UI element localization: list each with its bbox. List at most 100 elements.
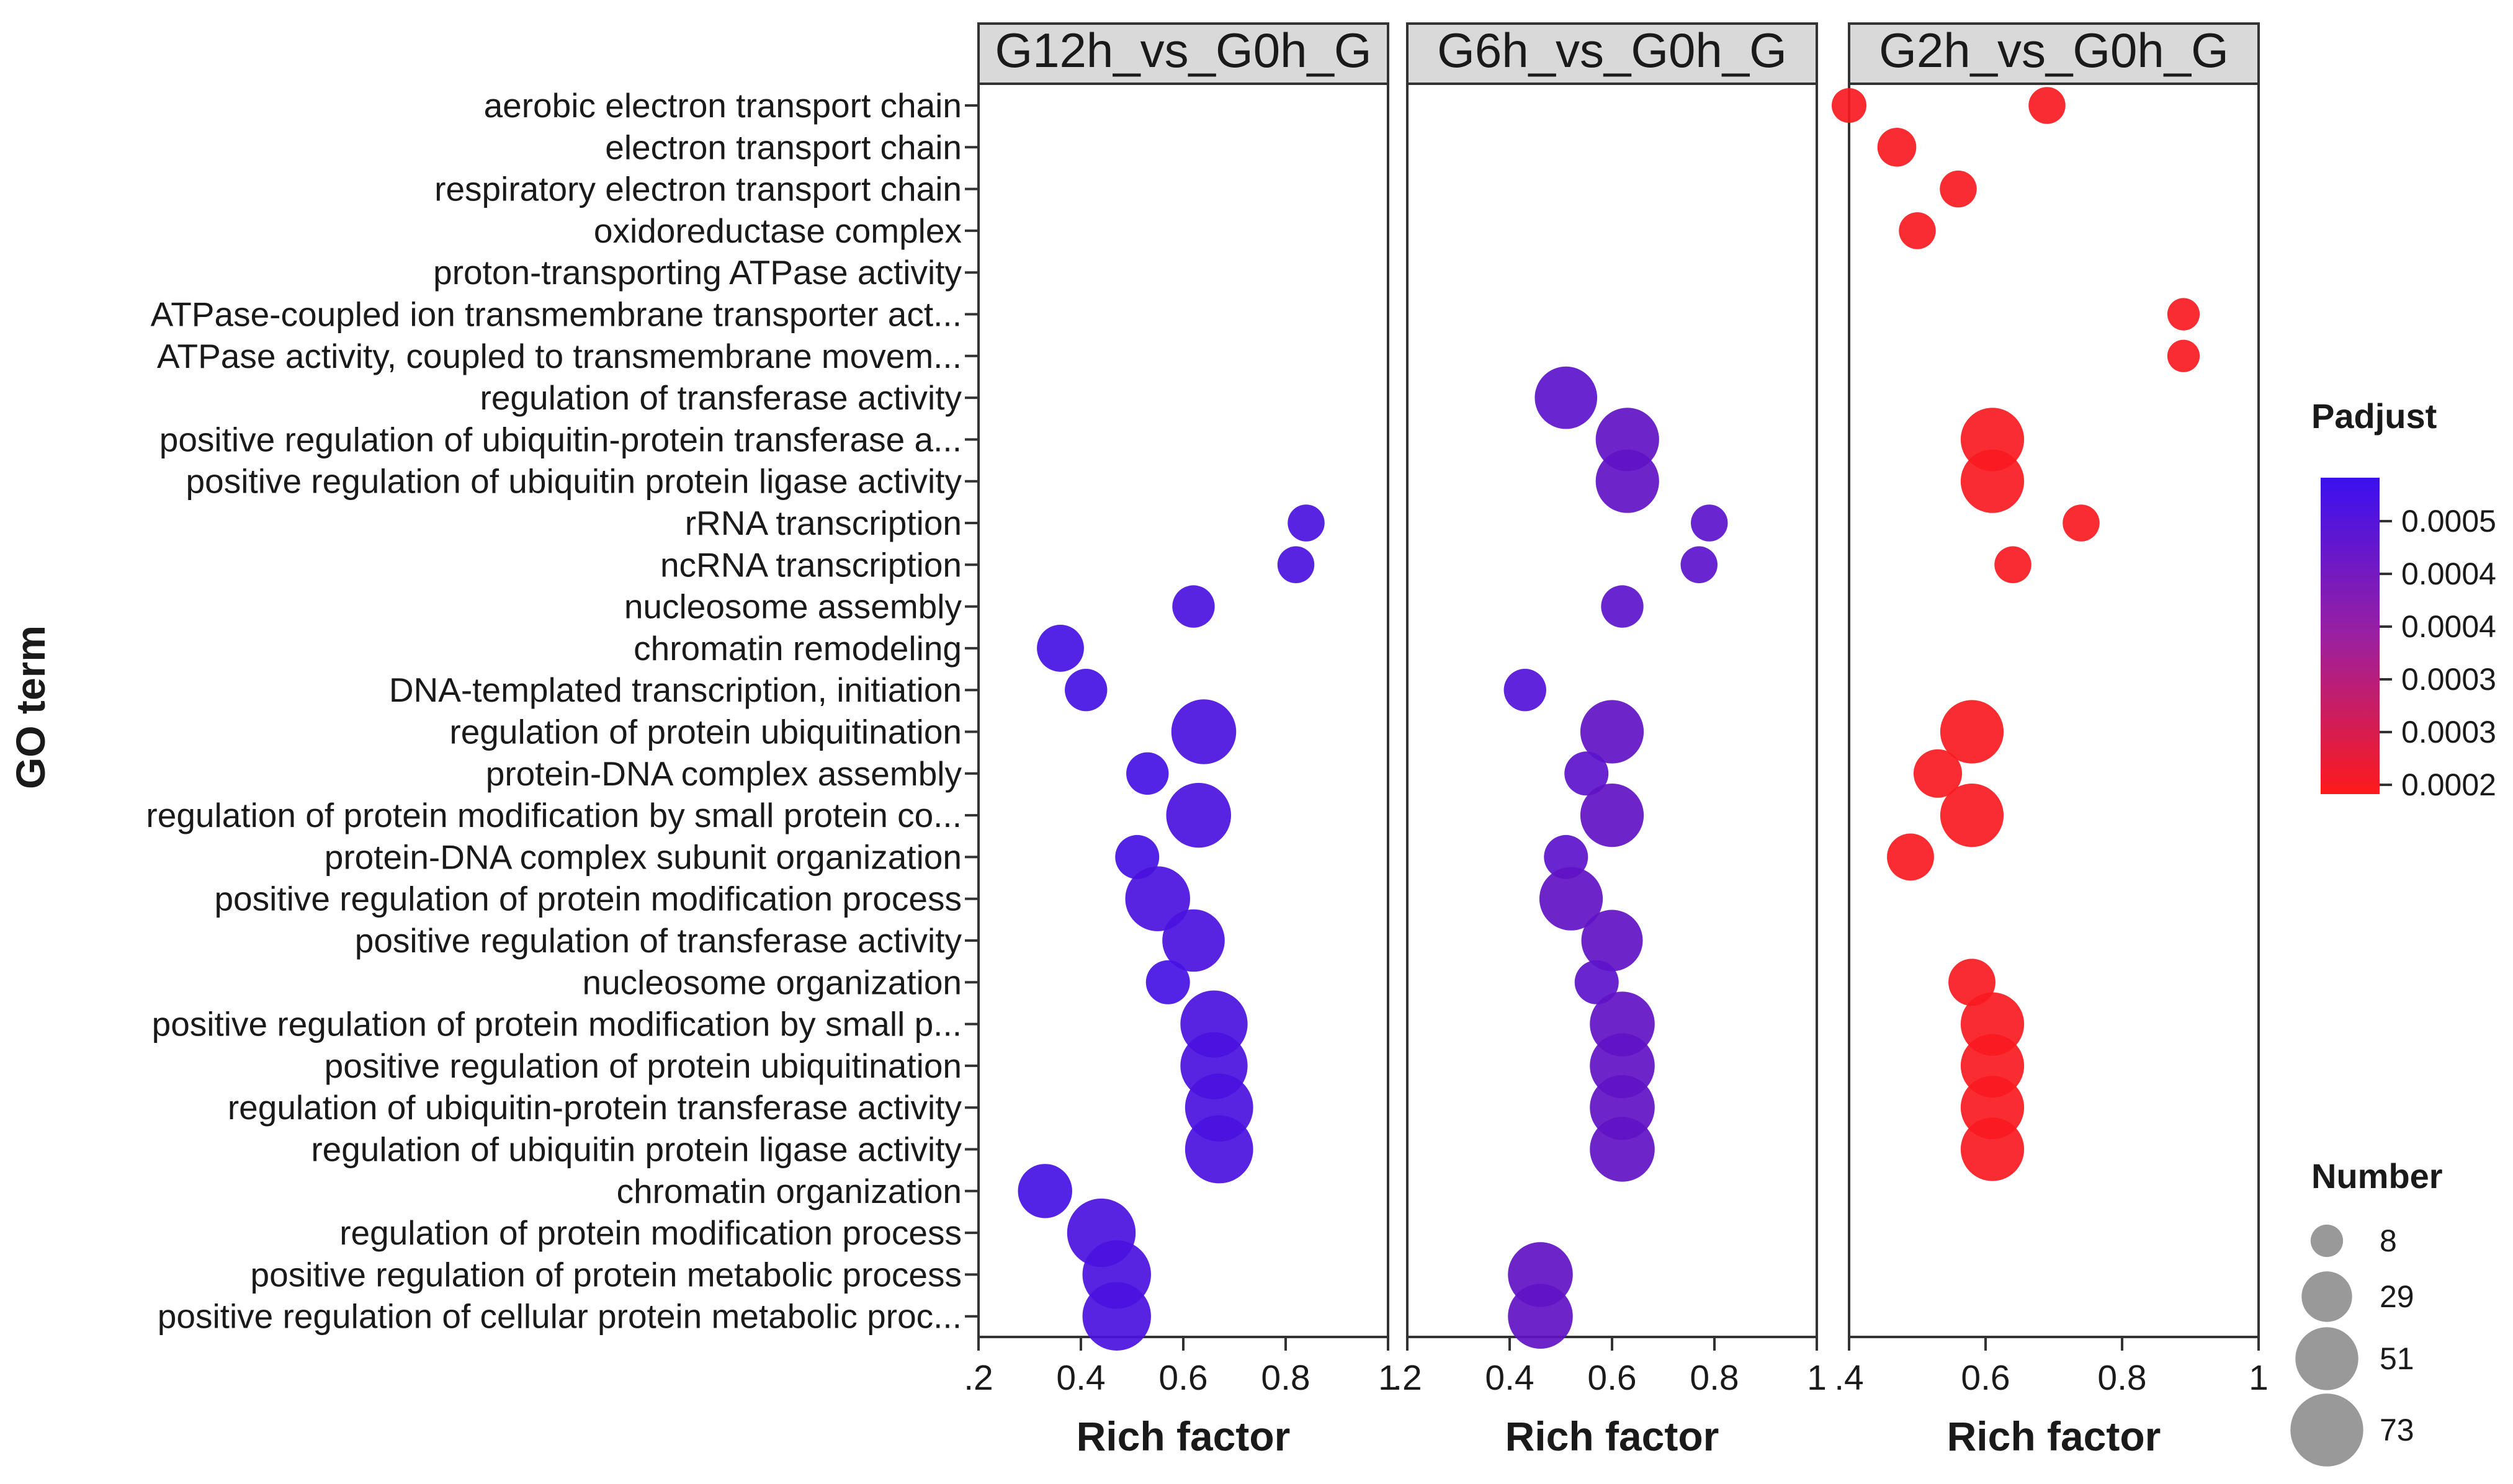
- term-label: positive regulation of cellular protein …: [158, 1297, 962, 1336]
- data-point: [1145, 960, 1190, 1004]
- data-point: [1940, 700, 2004, 764]
- data-point: [1960, 1117, 2025, 1181]
- data-point: [1574, 960, 1619, 1004]
- data-point: [2063, 504, 2100, 542]
- x-tick-label: 0.6: [1961, 1358, 2010, 1398]
- x-axis-title: Rich factor: [1947, 1413, 2161, 1459]
- x-tick-label: 0.8: [2097, 1358, 2146, 1398]
- x-tick-label: 0.8: [1690, 1358, 1739, 1398]
- term-label: regulation of transferase activity: [480, 378, 962, 417]
- x-axis-title: Rich factor: [1505, 1413, 1719, 1459]
- term-label: rRNA transcription: [685, 504, 962, 542]
- data-point: [1171, 699, 1237, 764]
- term-label: ATPase activity, coupled to transmembran…: [157, 337, 962, 375]
- x-tick-label: 0.8: [1261, 1358, 1310, 1398]
- data-point: [1288, 504, 1325, 542]
- term-label: nucleosome assembly: [624, 588, 962, 626]
- x-tick-label: 1: [1807, 1358, 1827, 1398]
- data-point: [1162, 909, 1225, 972]
- term-label: protein-DNA complex assembly: [486, 754, 962, 793]
- size-legend-label: 51: [2380, 1341, 2414, 1376]
- data-point: [1018, 1164, 1072, 1218]
- dot-layer: [1018, 87, 2200, 1351]
- term-label: regulation of protein modification by sm…: [146, 796, 962, 834]
- color-legend-label: 0.0003: [2401, 662, 2496, 697]
- x-tick-label: 0.4: [1056, 1358, 1105, 1398]
- term-label: oxidoreductase complex: [594, 212, 962, 250]
- term-label: chromatin organization: [617, 1172, 962, 1210]
- x-tick-label: 0.6: [1587, 1358, 1636, 1398]
- panel-strip-label: G12h_vs_G0h_G: [995, 23, 1371, 78]
- x-tick-label: 1: [2249, 1358, 2269, 1398]
- data-point: [1065, 669, 1108, 712]
- size-legend-circle: [2295, 1327, 2358, 1390]
- term-label: positive regulation of transferase activ…: [355, 921, 962, 960]
- data-point: [1539, 867, 1603, 931]
- term-label: regulation of ubiquitin protein ligase a…: [311, 1130, 962, 1169]
- x-axis-title: Rich factor: [1077, 1413, 1291, 1459]
- panel-strip: [1406, 22, 1818, 85]
- panel-strip-label: G6h_vs_G0h_G: [1437, 23, 1787, 78]
- color-legend-bar: [2321, 478, 2380, 794]
- term-label: proton-transporting ATPase activity: [433, 253, 962, 292]
- data-point: [1185, 1115, 1253, 1184]
- term-label: positive regulation of protein metabolic…: [251, 1255, 962, 1294]
- term-label-layer: aerobic electron transport chainelectron…: [146, 86, 979, 1336]
- panel-frame: [1848, 83, 2260, 1338]
- term-label: regulation of ubiquitin-protein transfer…: [228, 1088, 962, 1127]
- data-point: [1960, 449, 2025, 513]
- color-legend-label: 0.0004: [2401, 556, 2496, 591]
- term-label: aerobic electron transport chain: [484, 86, 962, 125]
- color-legend-label: 0.0004: [2401, 609, 2496, 644]
- data-point: [1125, 866, 1191, 931]
- data-point: [2028, 87, 2066, 124]
- data-point: [1940, 783, 2004, 847]
- term-label: DNA-templated transcription, initiation: [389, 671, 962, 709]
- x-tick-label: .2: [1392, 1358, 1422, 1398]
- term-label: chromatin remodeling: [634, 629, 962, 668]
- term-label: positive regulation of protein modificat…: [214, 880, 962, 918]
- term-label: positive regulation of ubiquitin-protein…: [159, 420, 962, 458]
- data-point: [1166, 782, 1232, 848]
- term-label: positive regulation of protein ubiquitin…: [325, 1047, 962, 1085]
- x-tick-label: 0.4: [1485, 1358, 1534, 1398]
- data-point: [1581, 910, 1643, 972]
- term-label: electron transport chain: [605, 128, 962, 166]
- panel-strip-label: G2h_vs_G0h_G: [1879, 23, 2229, 78]
- term-label: positive regulation of protein modificat…: [152, 1005, 962, 1044]
- panel-strip: [977, 22, 1389, 85]
- data-point: [1877, 127, 1917, 167]
- x-tick-label: .2: [964, 1358, 993, 1398]
- data-point: [1082, 1282, 1151, 1351]
- term-label: ncRNA transcription: [660, 545, 962, 584]
- size-legend-label: 73: [2380, 1413, 2414, 1447]
- data-point: [1691, 504, 1728, 542]
- data-point: [1564, 751, 1609, 796]
- data-point: [1831, 87, 1867, 123]
- data-point: [1172, 585, 1215, 628]
- color-legend-label: 0.0003: [2401, 715, 2496, 749]
- term-label: positive regulation of ubiquitin protein…: [186, 462, 962, 501]
- size-legend-label: 29: [2380, 1279, 2414, 1314]
- data-point: [2167, 298, 2200, 331]
- term-label: nucleosome organization: [583, 963, 962, 1001]
- data-point: [1994, 546, 2031, 584]
- size-legend-label: 8: [2380, 1223, 2397, 1258]
- term-label: ATPase-coupled ion transmembrane transpo…: [151, 295, 962, 334]
- data-point: [1580, 783, 1644, 847]
- x-tick-label: 0.6: [1158, 1358, 1207, 1398]
- data-point: [1508, 1284, 1573, 1349]
- term-label: regulation of protein modification proce…: [339, 1214, 962, 1252]
- data-point: [1037, 624, 1084, 672]
- data-point: [1580, 700, 1644, 764]
- x-tick-label: .4: [1834, 1358, 1864, 1398]
- x-tick-label: 1: [1378, 1358, 1398, 1398]
- y-axis-title: GO term: [7, 625, 53, 789]
- data-point: [1277, 546, 1315, 584]
- data-point: [1503, 669, 1546, 712]
- legend: Padjust Number 0.0005 0.0004 0.0004 0.0003 0…: [2290, 396, 2496, 1467]
- data-point: [1595, 449, 1659, 513]
- data-point: [1940, 170, 1977, 208]
- data-point: [2167, 339, 2200, 372]
